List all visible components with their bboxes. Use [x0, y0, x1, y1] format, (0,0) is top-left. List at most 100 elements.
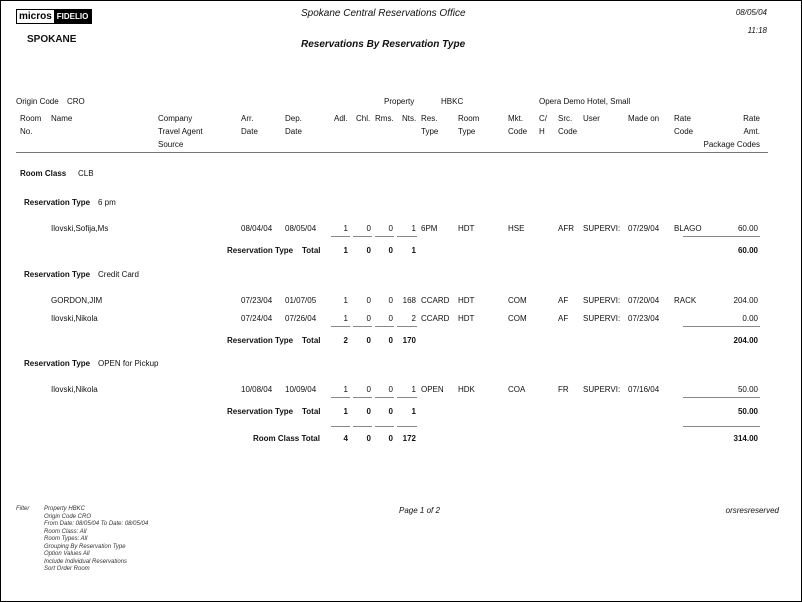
row-room-type: HDT	[458, 224, 475, 233]
departure-date: 10/09/04	[285, 385, 317, 394]
row-mkt: COM	[508, 296, 527, 305]
subtotal-underline	[683, 326, 760, 327]
row-room-type: HDT	[458, 314, 475, 323]
row-user: SUPERVI:	[583, 314, 621, 323]
total-adl: 1	[343, 246, 348, 255]
filter-line: Room Types: All	[44, 536, 88, 542]
row-made-on: 07/29/04	[628, 224, 660, 233]
arrival-date: 07/23/04	[241, 296, 273, 305]
total-chl: 0	[366, 336, 371, 345]
column-header-rate-code: Rate	[674, 114, 691, 123]
total-rate-amt: 50.00	[737, 407, 758, 416]
group-value: 6 pm	[98, 198, 116, 207]
row-mkt: HSE	[508, 224, 525, 233]
group-label: Reservation Type	[24, 359, 91, 368]
subtotal-underline	[375, 326, 394, 327]
column-header-adl: Adl.	[334, 114, 348, 123]
row-user: SUPERVI:	[583, 224, 621, 233]
total-label-2: Total	[302, 246, 321, 255]
subtotal-underline	[331, 236, 350, 237]
row-rate-amt: 0.00	[742, 314, 758, 323]
total-rms: 0	[388, 246, 393, 255]
column-header-arr: Date	[241, 127, 258, 136]
subtotal-underline	[353, 236, 372, 237]
subtotal-underline	[375, 426, 394, 427]
departure-date: 01/07/05	[285, 296, 317, 305]
report-time: 11:18	[747, 26, 767, 35]
group-value: OPEN for Pickup	[98, 359, 159, 368]
room-class-total-rate-amt: 314.00	[733, 434, 758, 443]
row-room-type: HDT	[458, 296, 475, 305]
subtotal-underline	[683, 236, 760, 237]
column-header-ch: H	[539, 127, 545, 136]
total-rate-amt: 204.00	[733, 336, 758, 345]
row-chl: 0	[366, 296, 371, 305]
column-header-dep: Dep.	[285, 114, 302, 123]
row-rate-amt: 204.00	[733, 296, 758, 305]
subtotal-underline	[375, 397, 394, 398]
row-chl: 0	[366, 224, 371, 233]
column-header-res-type: Type	[421, 127, 439, 136]
office-title: Spokane Central Reservations Office	[301, 8, 466, 19]
row-rate-amt: 50.00	[737, 385, 758, 394]
subtotal-underline	[353, 426, 372, 427]
column-header-company: Source	[158, 140, 184, 149]
row-adl: 1	[343, 385, 348, 394]
row-user: SUPERVI:	[583, 385, 621, 394]
row-nts: 1	[411, 224, 416, 233]
arrival-date: 10/08/04	[241, 385, 273, 394]
row-adl: 1	[343, 224, 348, 233]
subtotal-underline	[353, 326, 372, 327]
row-res-type: OPEN	[421, 385, 444, 394]
filter-line: Grouping By Reservation Type	[44, 543, 126, 550]
row-nts: 2	[411, 314, 416, 323]
subtotal-underline	[683, 426, 760, 427]
total-nts: 170	[402, 336, 416, 345]
total-label-2: Total	[302, 407, 321, 416]
row-rate-amt: 60.00	[737, 224, 758, 233]
total-label: Reservation Type	[227, 336, 294, 345]
column-header-src: Code	[558, 127, 578, 136]
row-rms: 0	[388, 296, 393, 305]
column-header-src: Src.	[558, 114, 573, 123]
column-header-rate-code: Code	[674, 127, 694, 136]
micros-fidelio-logo: micros FIDELIO	[16, 9, 93, 24]
column-header-mkt: Code	[508, 127, 528, 136]
subtotal-underline	[397, 326, 417, 327]
origin-value: CRO	[67, 97, 85, 106]
column-header-made-on: Made on	[628, 114, 660, 123]
row-made-on: 07/23/04	[628, 314, 660, 323]
row-room-type: HDK	[458, 385, 475, 394]
header-divider	[16, 152, 768, 153]
guest-name: Ilovski,Sofija,Ms	[51, 224, 109, 233]
row-chl: 0	[366, 385, 371, 394]
room-class-total-label: Room Class Total	[253, 434, 320, 443]
logo-fidelio: FIDELIO	[53, 10, 92, 23]
group-label: Reservation Type	[24, 270, 91, 279]
total-rms: 0	[388, 407, 393, 416]
filter-line: Room Class: All	[44, 528, 87, 535]
column-header-user: User	[583, 114, 600, 123]
total-nts: 1	[411, 407, 416, 416]
total-chl: 0	[366, 407, 371, 416]
total-adl: 1	[343, 407, 348, 416]
column-header-rms: Rms.	[375, 114, 394, 123]
room-class-value: CLB	[78, 169, 94, 178]
column-header-company: Travel Agent	[158, 127, 203, 136]
guest-name: Ilovski,Nikola	[51, 314, 98, 323]
row-mkt: COA	[508, 385, 526, 394]
row-rms: 0	[388, 314, 393, 323]
column-header-room: No.	[20, 127, 33, 136]
column-header-rate-amt: Rate	[743, 114, 760, 123]
subtotal-underline	[375, 236, 394, 237]
property-value: HBKC	[441, 97, 464, 106]
room-class-total-nts: 172	[402, 434, 416, 443]
filter-label: Filter	[16, 506, 30, 512]
guest-name: GORDON,JIM	[51, 296, 103, 305]
page-number: Page 1 of 2	[399, 506, 440, 515]
row-adl: 1	[343, 296, 348, 305]
row-res-type: CCARD	[421, 314, 450, 323]
filter-line: Include Individual Reservations	[44, 558, 128, 565]
row-nts: 1	[411, 385, 416, 394]
subtotal-underline	[331, 326, 350, 327]
